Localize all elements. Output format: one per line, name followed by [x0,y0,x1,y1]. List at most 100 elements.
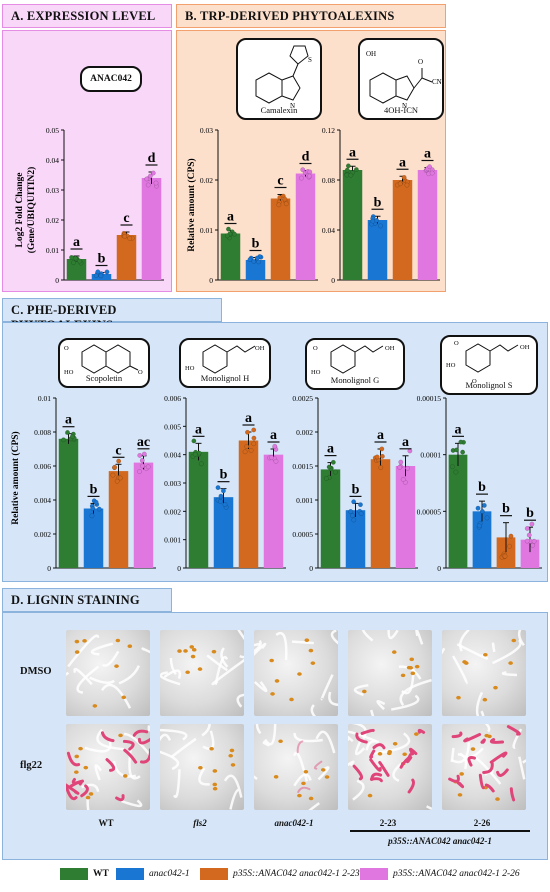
bar [238,440,259,568]
seedling-stroke [320,674,334,701]
lignin-stain-stroke [71,778,85,785]
seed-dot [470,747,476,751]
seedling-stroke [328,691,338,706]
c-ylabel: Relative amount (CPS) [10,431,21,524]
replicate-dot [348,509,354,514]
replicate-dot [526,532,532,538]
seedling-stroke [220,647,229,668]
bar [270,198,291,280]
oh-icn-oh-text: OH [366,50,376,58]
monolignol-g-oh-text: OH [385,345,395,352]
lignin-stain-stroke [489,738,505,744]
seed-dot [198,765,203,770]
y-tick-label: 0.01 [46,246,59,255]
replicate-dot [117,475,123,481]
lignin-stain-stroke [115,794,125,802]
replicate-dot [93,273,99,279]
replicate-dot [98,273,104,279]
seedling-stroke [84,739,112,753]
seedling-stroke [369,709,375,716]
seed-dot [83,765,89,770]
legend-item-2-26: p35S::ANAC042 anac042-1 2-26 [360,868,520,880]
replicate-dot [374,454,380,460]
seed-dot [408,666,414,670]
seedling-stroke [452,655,468,685]
section-d-title: D. LIGNIN STAINING [2,588,172,612]
y-tick-label: 0.00015 [417,394,442,403]
legend-label-2-23: p35S::ANAC042 anac042-1 2-23 [233,869,360,879]
seed-dot [121,695,127,700]
lignin-stain-stroke [80,784,89,798]
replicate-dot [89,513,95,519]
replicate-dot [276,202,282,208]
seed-dot [511,638,517,643]
significance-letter: a [195,422,202,437]
bar [395,466,416,568]
scopoletin-ring-o-text: O [138,369,143,376]
replicate-dot [112,464,118,470]
replicate-dot [145,464,151,470]
seed-dot [230,763,236,767]
replicate-dot [69,255,74,260]
significance-letter: b [252,237,260,252]
chart-monolignol_h: 0 0.001 0.002 0.003 0.004 0.005 0.006 a b a a [164,394,286,573]
seedling-stroke [254,642,267,656]
seed-dot [212,769,218,773]
seedling-stroke [147,725,150,732]
seedling-stroke [86,798,90,810]
significance-letter: b [478,480,486,495]
scopoletin-label: Scopoletin [85,373,123,383]
bar [141,178,162,280]
y-tick-label: 0.003 [164,479,181,488]
seed-dot [189,645,195,649]
replicate-dot [191,438,197,444]
replicate-dot [353,167,359,173]
lignin-stain-stroke [496,768,509,777]
seed-dot [211,649,217,654]
lignin-stain-stroke [123,748,138,764]
bar [58,438,79,568]
seedling-stroke [101,650,120,667]
replicate-dot [150,170,156,176]
replicate-dot [215,485,221,491]
seedling-stroke [442,647,446,655]
seedling-stroke [365,740,380,751]
y-tick-label: 0.03 [46,186,59,195]
lignin-stain-stroke [467,755,476,767]
seedling-stroke [458,630,470,652]
seed-dot [392,741,398,746]
seed-dot [310,661,316,665]
y-tick-label: 0 [437,564,441,573]
seed-dot [456,695,461,700]
y-tick-label: 0 [209,276,213,285]
seedling-stroke [254,775,258,780]
seed-dot [88,792,94,796]
chart-camalexin: 0 0.01 0.02 0.03 a b c d [200,126,318,285]
seedling-stroke [491,642,496,653]
seed-dot [487,734,492,739]
seedling-stroke [376,700,386,711]
replicate-dot [379,446,385,452]
replicate-dot [104,269,110,275]
monolignol-h-ho-text: HO [185,365,195,372]
seedling-stroke [141,647,150,654]
y-tick-label: 0.004 [34,496,51,505]
replicate-dot [306,173,312,179]
replicate-dot [244,444,250,450]
seedling-texture [254,630,338,716]
bar [392,180,413,280]
replicate-dot [71,260,76,266]
seed-dot [508,661,513,665]
replicate-dot [153,180,159,186]
replicate-dot [460,449,466,455]
anac042-label-box: ANAC042 [80,66,142,92]
replicate-dot [429,170,435,176]
bar [345,510,366,568]
replicate-dot [475,505,481,511]
replicate-dot [93,499,99,505]
y-tick-label: 0.01 [200,226,213,235]
y-tick-label: 0 [47,564,51,573]
seedling-stroke [160,750,180,771]
significance-letter: c [115,443,121,458]
replicate-dot [77,258,83,264]
